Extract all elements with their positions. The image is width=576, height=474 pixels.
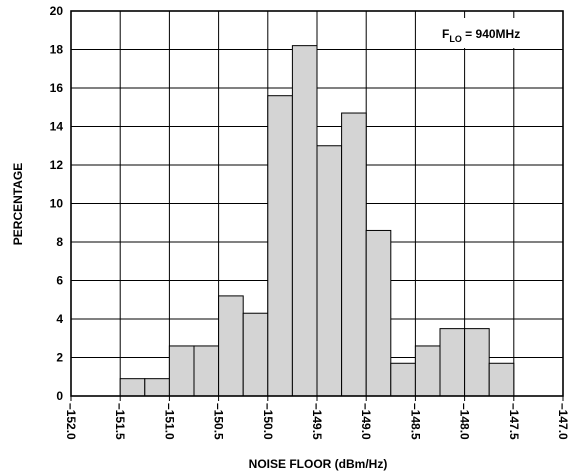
x-tick-label: –147.5 xyxy=(507,403,521,440)
annotation-box xyxy=(432,18,550,48)
x-tick-label: –147.0 xyxy=(556,403,570,440)
histogram-bar xyxy=(341,112,367,397)
x-tick-label: –150.5 xyxy=(212,403,226,440)
y-tick-label: 18 xyxy=(50,43,64,57)
x-tick-label: –149.0 xyxy=(359,403,373,440)
histogram-bar xyxy=(267,95,293,397)
x-axis-label: NOISE FLOOR (dBm/Hz) xyxy=(249,457,388,471)
histogram-bar xyxy=(193,345,220,397)
histogram-bar xyxy=(218,295,244,397)
y-tick-label: 4 xyxy=(56,312,63,326)
x-tick-label: –152.0 xyxy=(64,403,78,440)
ticks-layer: 0 2 4 6 8 10 12 14 16 18 20 –152.0 –151.5 –151.0 –150.… xyxy=(50,4,570,440)
y-tick-label: 20 xyxy=(50,4,64,18)
x-tick-label: –149.5 xyxy=(310,403,324,440)
histogram-bar xyxy=(365,229,392,397)
histogram-bar xyxy=(144,378,170,397)
annotation-subscript: LO xyxy=(449,34,462,44)
histogram-bar xyxy=(291,45,318,397)
histogram-bar xyxy=(390,362,416,397)
x-tick-label: –151.0 xyxy=(162,403,176,440)
y-tick-label: 14 xyxy=(50,120,64,134)
y-tick-label: 16 xyxy=(50,81,64,95)
y-tick-label: 8 xyxy=(56,235,63,249)
histogram-bar xyxy=(439,328,466,397)
y-tick-label: 2 xyxy=(56,351,63,365)
annotation-prefix: F xyxy=(442,27,449,41)
x-tick-label: –151.5 xyxy=(113,403,127,440)
histogram-bar xyxy=(488,362,515,397)
x-tick-label: –148.0 xyxy=(458,403,472,440)
histogram-bar xyxy=(464,328,490,397)
y-tick-label: 12 xyxy=(50,158,64,172)
x-tick-label: –148.5 xyxy=(408,403,422,440)
y-tick-label: 0 xyxy=(56,389,63,403)
histogram-bar xyxy=(119,378,146,397)
y-axis-label: PERCENTAGE xyxy=(11,163,25,245)
annotation-suffix: = 940MHz xyxy=(462,27,520,41)
histogram-bar xyxy=(316,145,343,397)
histogram-bar xyxy=(242,312,269,397)
lo-frequency-annotation: FLO = 940MHz xyxy=(442,27,520,44)
bars-layer xyxy=(119,45,515,397)
x-tick-label: –150.0 xyxy=(261,403,275,440)
histogram-bar xyxy=(414,345,441,397)
y-tick-label: 6 xyxy=(56,274,63,288)
y-tick-label: 10 xyxy=(50,197,64,211)
histogram-bar xyxy=(168,345,195,397)
